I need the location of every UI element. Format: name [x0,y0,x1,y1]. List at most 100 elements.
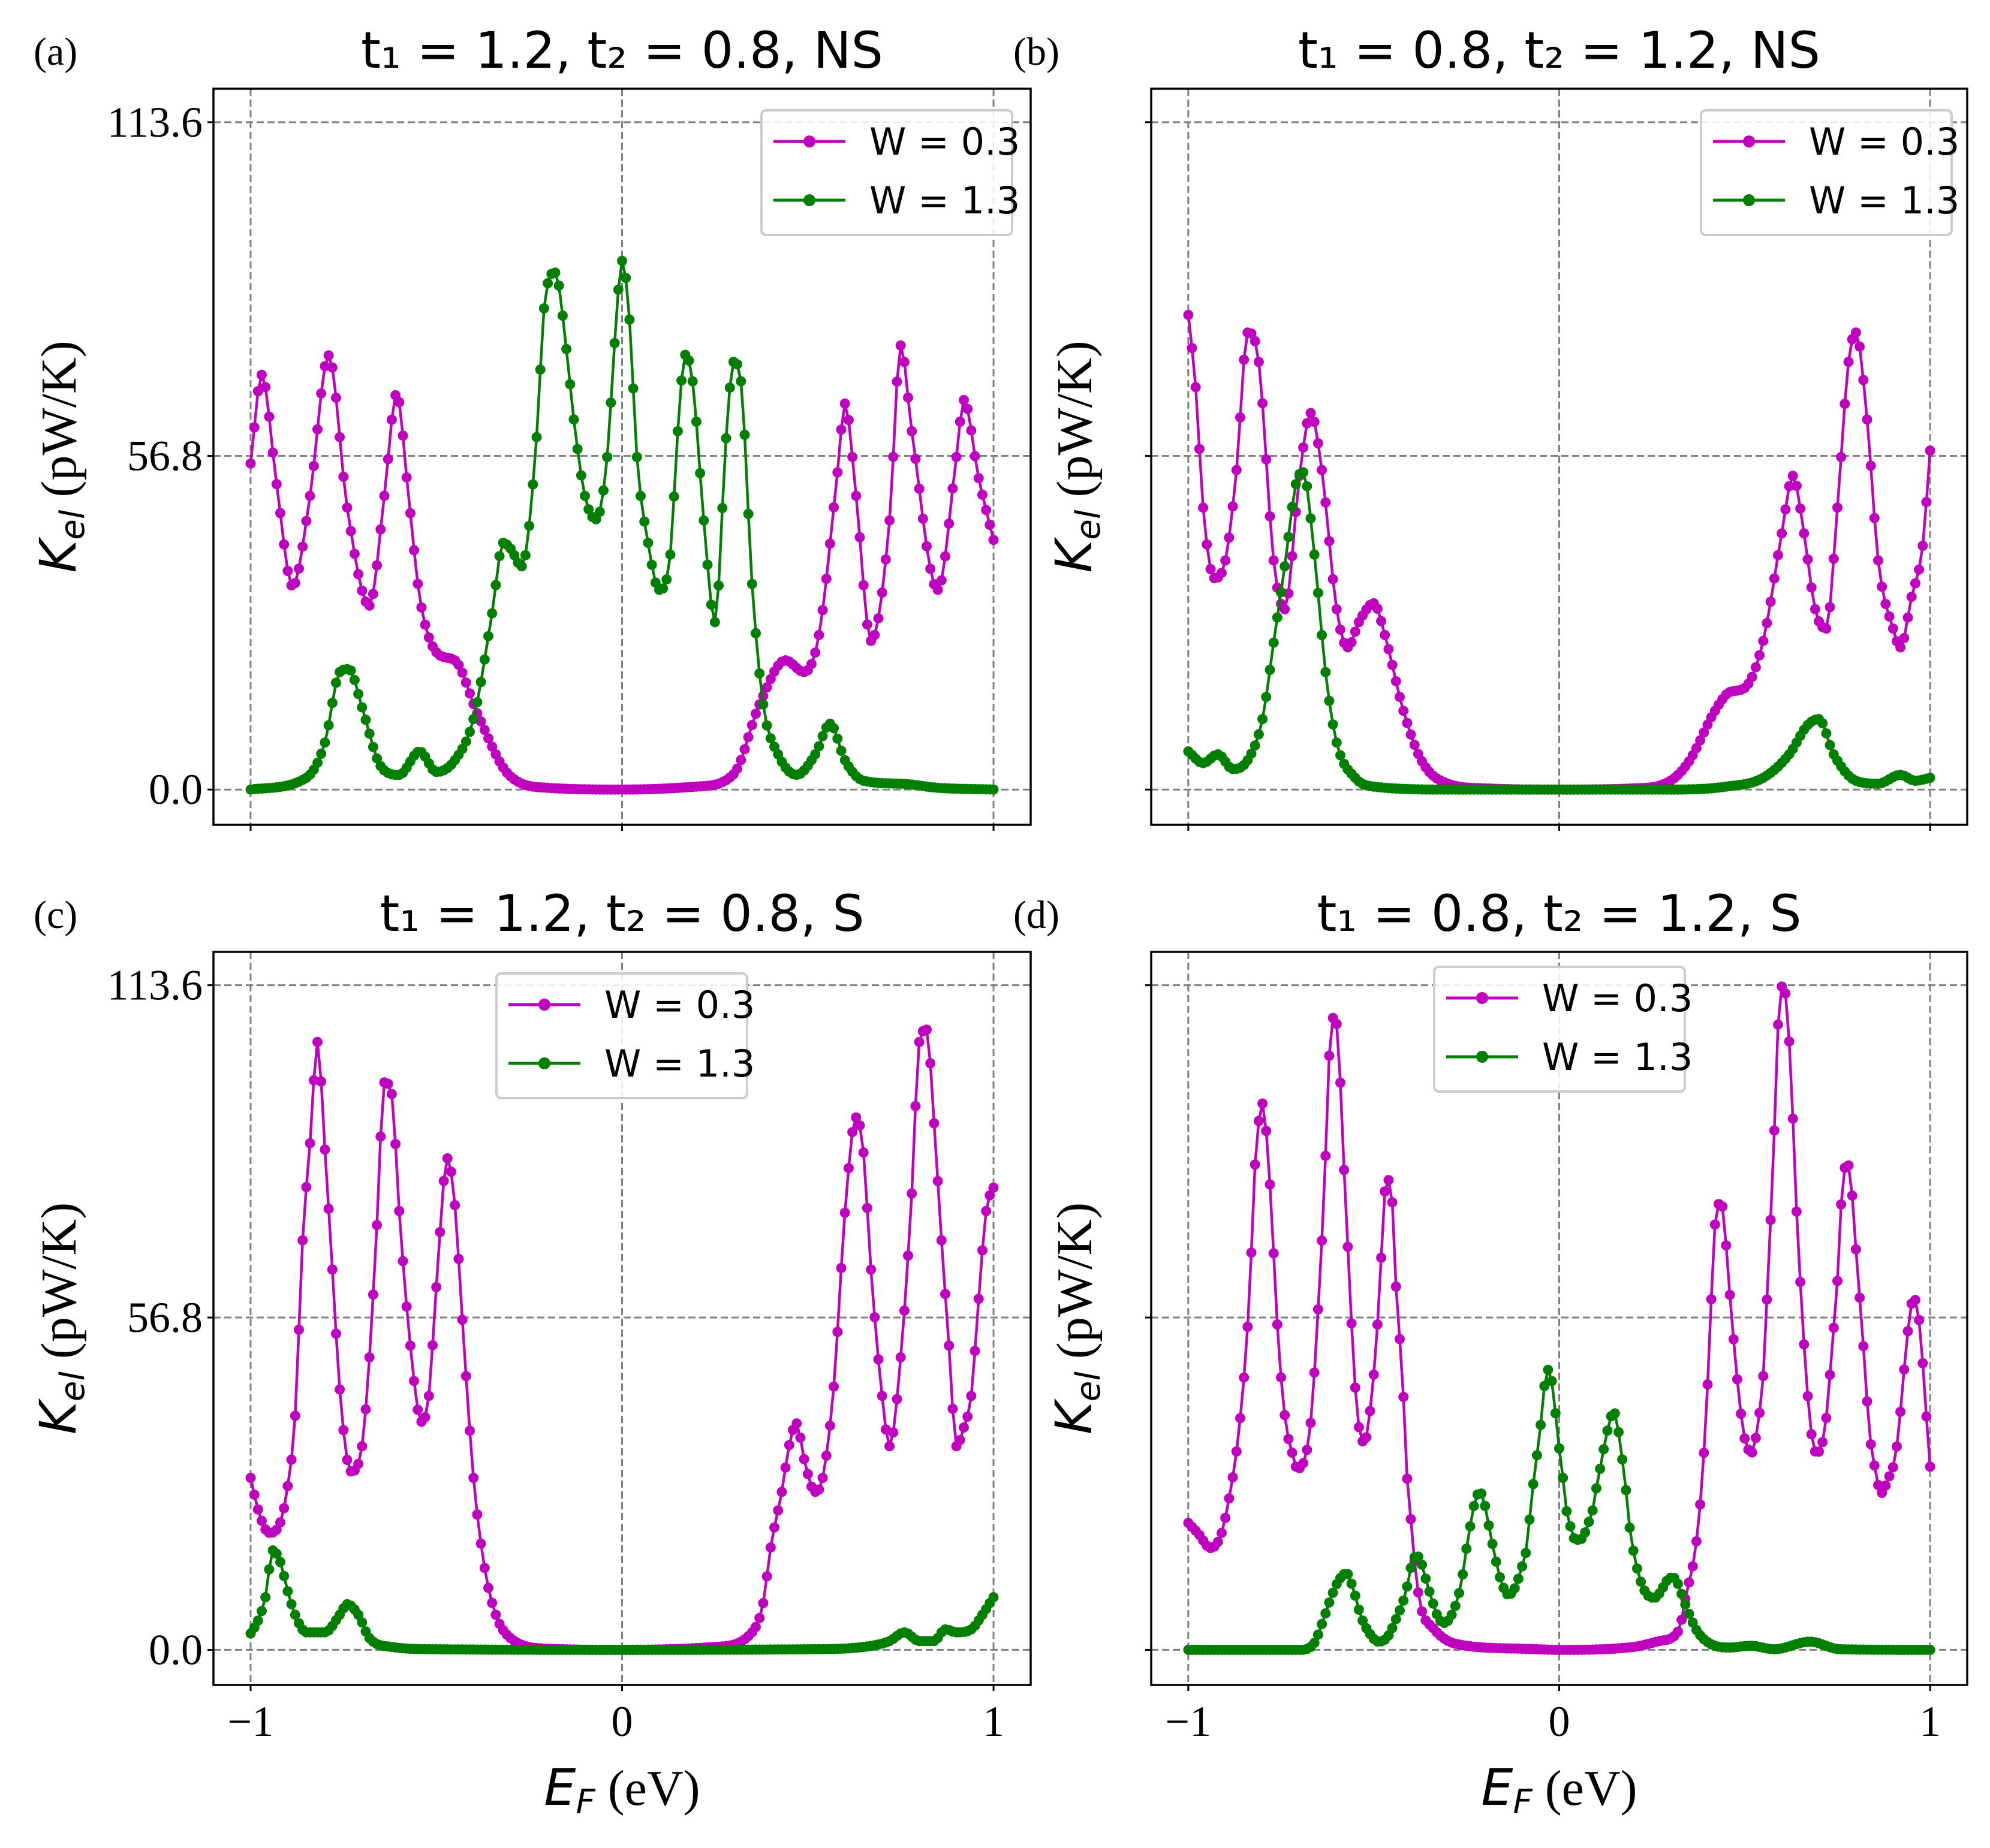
data-point [858,580,869,590]
data-point [383,454,393,465]
data-point [1925,1644,1935,1655]
data-point [375,524,386,535]
data-point [843,415,854,426]
data-point [1376,1252,1387,1263]
series-0.3 [245,340,999,795]
y-label-sub: el [53,510,92,539]
data-point [1317,465,1327,475]
data-point [1554,1443,1564,1454]
y-tick-label: 0.0 [149,765,203,813]
data-point [1495,1572,1505,1582]
data-point [609,337,620,348]
data-point [1925,1461,1935,1472]
data-point [460,677,471,688]
data-point [1617,1454,1628,1465]
data-point [765,733,776,744]
data-point [379,490,390,501]
data-point [1268,1248,1279,1259]
data-point [1869,513,1880,523]
data-point [1491,1556,1501,1567]
data-point [1253,357,1264,367]
data-point [320,1144,330,1155]
data-point [1298,1458,1309,1469]
data-point [832,467,843,478]
data-point [810,647,821,658]
data-point [1758,635,1769,646]
y-label-symbol: K [1044,1398,1103,1434]
data-point [357,1441,368,1452]
data-point [1250,1159,1260,1170]
data-point [617,255,627,266]
data-point [1231,465,1242,475]
data-point [1458,1569,1468,1579]
data-point [1802,1391,1813,1401]
y-axis-label: Kel (pW/K) [1044,340,1108,572]
data-point [1676,1588,1687,1599]
data-point [294,1324,304,1335]
data-point [884,515,895,526]
data-point [940,1289,950,1300]
data-point [739,744,750,755]
data-point [862,1202,872,1213]
data-point [457,1315,468,1325]
data-point [1558,1473,1568,1483]
data-point [1528,1479,1539,1490]
data-point [1317,1235,1327,1246]
data-point [409,545,420,556]
data-point [877,1391,887,1401]
data-point [932,1175,943,1186]
data-point [524,520,535,531]
data-point [1253,1116,1264,1126]
panel-c: −1 0 1 0.0 56.8 113.6 t₁ = 1.2, t₂ = 0.8, S (c)… [29,884,1032,1822]
data-point [1806,1429,1817,1440]
data-point [1312,587,1323,598]
data-point [1235,412,1245,423]
data-point [1372,1319,1383,1330]
data-point [301,1181,312,1192]
data-point [1631,1563,1642,1574]
data-point [1917,1358,1928,1368]
data-point [1832,1276,1843,1286]
data-point [1691,1536,1702,1546]
data-point [717,503,728,513]
data-point [1350,626,1360,637]
data-point [899,1306,910,1316]
data-point [457,667,468,678]
data-point [1324,695,1335,706]
data-point [1799,528,1810,539]
data-point [1699,1448,1709,1458]
data-point [1676,1614,1687,1625]
data-point [940,551,950,562]
data-point [721,433,731,444]
data-point [1536,1419,1546,1430]
data-point [1702,1379,1713,1390]
data-point [1621,1485,1631,1496]
data-point [1843,1160,1854,1171]
data-point [1873,1480,1883,1490]
data-point [1276,587,1286,598]
data-point [1865,1439,1876,1449]
data-point [1405,729,1416,740]
data-point [836,424,847,435]
data-point [368,589,378,599]
data-point [1309,549,1320,560]
data-point [1754,1407,1765,1418]
data-point [1346,637,1357,647]
data-point [1309,417,1320,427]
data-point [483,1582,493,1593]
data-point [951,452,962,462]
data-point [1468,1501,1479,1512]
data-point [1483,1520,1494,1531]
data-point [1324,1597,1335,1608]
data-point [1265,1179,1275,1190]
data-point [565,379,576,390]
data-point [847,451,858,462]
data-point [572,444,583,454]
data-point [977,489,988,500]
data-point [1331,1018,1342,1029]
data-point [1324,536,1335,547]
data-point [1276,1372,1286,1383]
panel-label: (a) [34,30,77,74]
data-point [282,566,293,576]
data-point [947,483,958,494]
